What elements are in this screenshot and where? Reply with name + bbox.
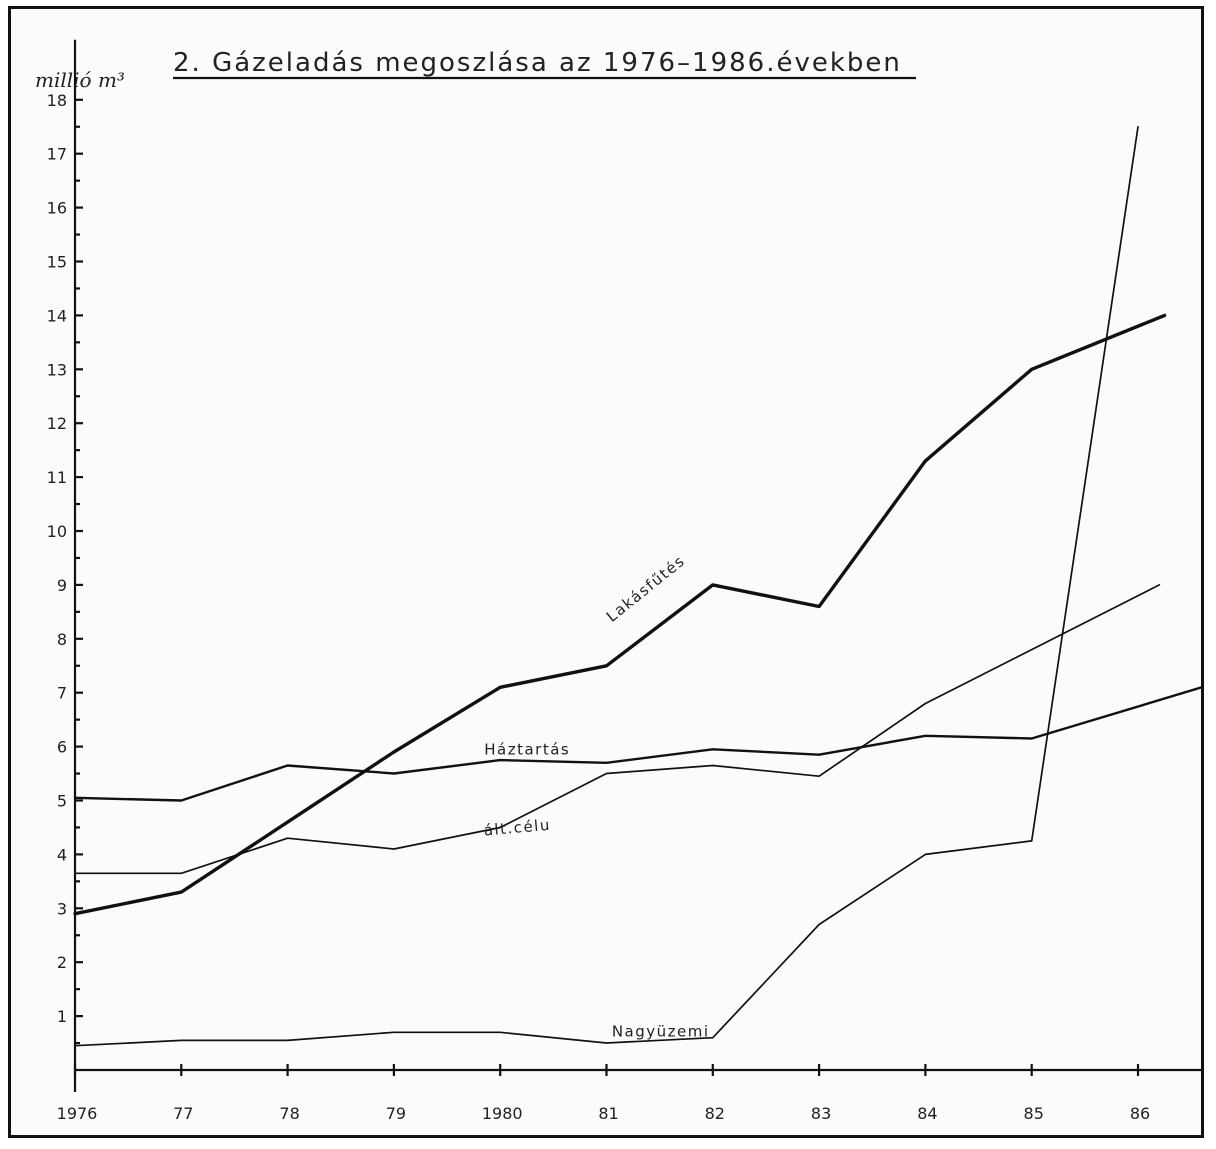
x-tick-label: 86 [1130, 1104, 1150, 1123]
series-label-3: Nagyüzemi [612, 1023, 710, 1041]
y-tick-label: 1 [57, 1007, 67, 1026]
y-tick-label: 7 [57, 684, 67, 703]
y-tick-label: 15 [47, 253, 67, 272]
y-tick-label: 9 [57, 576, 67, 595]
series-line-2 [74, 584, 1161, 875]
y-tick-label: 14 [47, 306, 67, 325]
y-tick-label: 12 [47, 414, 67, 433]
x-tick-label: 82 [705, 1104, 725, 1123]
y-axis-unit: millió m³ [35, 68, 125, 92]
series-lines [73, 125, 1201, 1047]
x-tick-label: 85 [1024, 1104, 1044, 1123]
y-tick-label: 6 [57, 738, 67, 757]
y-tick-label: 16 [47, 199, 67, 218]
x-tick-label: 1980 [482, 1104, 523, 1123]
series-label-2: ált.célu [483, 816, 551, 840]
y-tick-label: 2 [57, 953, 67, 972]
x-tick-label: 83 [811, 1104, 831, 1123]
x-tick-label: 81 [598, 1104, 618, 1123]
x-tick-label: 84 [917, 1104, 937, 1123]
series-line-0 [73, 313, 1167, 916]
y-tick-label: 5 [57, 792, 67, 811]
series-line-1 [73, 686, 1201, 802]
y-tick-label: 17 [47, 145, 67, 164]
y-tick-label: 3 [57, 899, 67, 918]
x-tick-label: 77 [173, 1104, 193, 1123]
x-tick-label: 1976 [57, 1104, 98, 1123]
y-tick-label: 13 [47, 360, 67, 379]
series-line-3 [74, 125, 1139, 1047]
line-chart: 2. Gázeladás megoszlása az 1976–1986.éve… [35, 39, 1201, 1123]
y-tick-label: 8 [57, 630, 67, 649]
x-tick-label: 78 [279, 1104, 299, 1123]
y-tick-label: 18 [47, 91, 67, 110]
series-label-1: Háztartás [484, 741, 570, 759]
chart-title: 2. Gázeladás megoszlása az 1976–1986.éve… [173, 48, 902, 78]
y-tick-label: 10 [47, 522, 67, 541]
x-tick-label: 79 [386, 1104, 406, 1123]
y-tick-label: 11 [47, 468, 67, 487]
y-tick-label: 4 [57, 845, 67, 864]
chart-frame: 2. Gázeladás megoszlása az 1976–1986.éve… [8, 6, 1204, 1138]
